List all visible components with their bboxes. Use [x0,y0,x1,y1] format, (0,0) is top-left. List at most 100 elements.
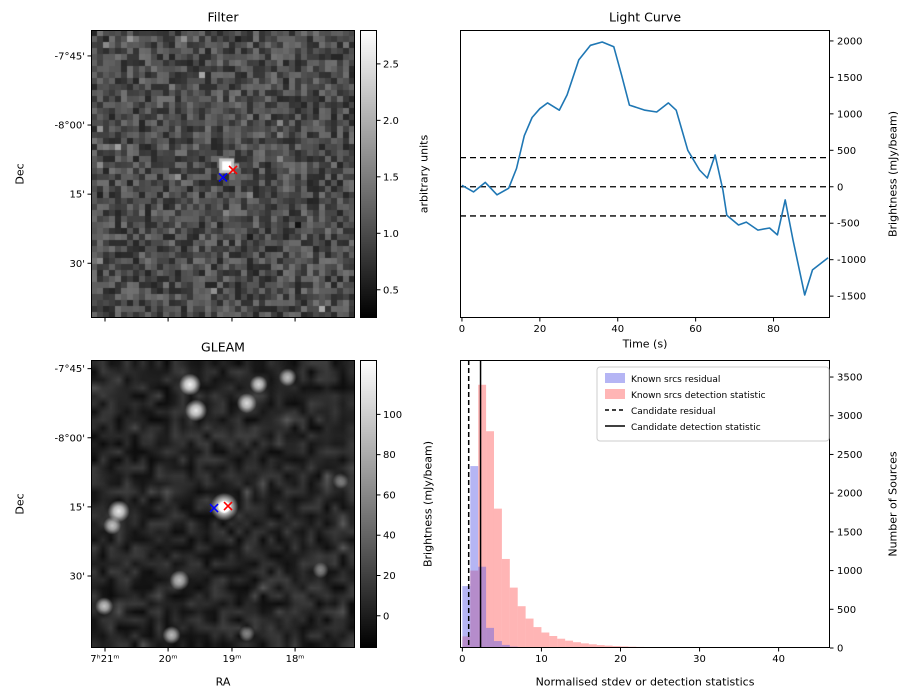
filter-colorbar-tick-label: 1.5 [383,172,399,183]
legend-box [596,366,830,442]
histogram-bar [462,636,471,648]
histogram-x-tick-label: 10 [535,654,548,665]
light-curve-xlabel: Time (s) [622,337,668,351]
histogram-bar [470,466,479,648]
light-curve-y-tick-label: 1500 [837,73,862,84]
gleam-dec-tick-label: -8°00' [55,433,85,444]
histogram-bar [683,647,692,648]
histogram-y-tick-label: 1000 [837,566,862,577]
histogram-bar [636,646,645,648]
gleam-xlabel: RA [215,675,231,689]
histogram-bar [541,632,550,648]
histogram-bar [596,645,605,648]
histogram-bar [770,647,779,648]
histogram-bar [612,646,621,648]
histogram-bar [667,647,676,648]
histogram-bar [565,640,574,648]
light-curve-y-tick-label: 1000 [837,109,862,120]
histogram-x-tick-label: 30 [693,654,706,665]
gleam-colorbar-label: Brightness (mJy/beam) [421,440,435,568]
histogram-bar [470,570,479,648]
light-curve-x-tick-label: 20 [533,324,546,335]
histogram-bar [486,627,494,648]
gleam-image [91,360,355,648]
gleam-dec-tick-label: -7°45' [55,364,85,375]
histogram-bar [691,647,700,648]
legend-swatch [605,373,625,383]
gleam-colorbar-tick-label: 0 [383,611,389,622]
histogram-bar [699,647,708,648]
histogram-bar [778,647,787,648]
histogram-bar [533,647,542,648]
gleam-ylabel: Dec [13,493,27,515]
legend-label: Known srcs detection statistic [631,391,766,401]
histogram-x-tick-label: 20 [614,654,627,665]
filter-colorbar-tick-label: 2.0 [383,116,399,127]
histogram-bar [802,647,811,648]
filter-image [91,30,355,318]
light-curve-x-tick-label: 80 [767,324,780,335]
gleam-colorbar-tick-label: 100 [383,410,402,421]
histogram-y-tick-label: 3000 [837,411,862,422]
histogram-bar [675,647,684,648]
light-curve-y-tick-label: -500 [837,219,860,230]
filter-colorbar-tick-label: 0.5 [383,285,399,296]
histogram-plot-border [460,360,830,648]
histogram-bar [509,646,518,648]
gleam-dec-tick-label: 15' [70,502,85,513]
histogram-bar [501,558,510,648]
histogram-bar [794,647,803,648]
histogram-bar [660,647,668,648]
histogram-bar [462,586,471,648]
histogram-bar [715,647,724,648]
histogram-y-tick-label: 2500 [837,450,862,461]
filter-colorbar-tick-label: 1.0 [383,229,399,240]
histogram-bar [588,644,597,648]
histogram-bar [478,384,487,648]
histogram-xlabel: Normalised stdev or detection statistics [535,675,755,689]
filter-dec-tick-label: -8°00' [55,121,85,132]
histogram-bar [517,647,526,648]
histogram-bar [486,431,494,648]
histogram-bar [478,566,487,648]
histogram-bar [493,508,502,648]
histogram-bar [580,643,589,648]
gleam-ra-tick-label: 7ʰ21ᵐ [90,654,119,665]
histogram-bar [620,646,629,648]
light-curve-y-tick-label: -1500 [837,292,866,303]
histogram-bar [652,647,661,648]
histogram-bar [628,646,637,648]
histogram-bar [810,647,819,648]
histogram-y-tick-label: 500 [837,605,856,616]
legend-label: Known srcs residual [631,375,720,385]
light-curve-line [461,41,829,296]
histogram-bar [786,647,795,648]
histogram-bar [723,647,732,648]
histogram-bar [493,641,502,648]
filter-ylabel: Dec [13,163,27,185]
histogram-bar [707,647,716,648]
gleam-colorbar-tick-label: 20 [383,571,396,582]
gleam-colorbar-tick-label: 80 [383,450,396,461]
gleam-dec-tick-label: 30' [70,572,85,583]
gleam-colorbar-tick-label: 60 [383,490,396,501]
histogram-bar [557,638,566,648]
histogram-y-tick-label: 0 [837,644,843,655]
legend-swatch [605,389,625,399]
histogram-x-tick-label: 40 [772,654,785,665]
filter-dec-tick-label: 30' [70,259,85,270]
histogram-bar [509,587,518,648]
histogram-bar [533,627,542,648]
light-curve-y-tick-label: 0 [837,182,843,193]
histogram-bar [525,647,534,648]
legend-label: Candidate residual [631,407,716,417]
histogram-x-tick-label: 0 [459,654,465,665]
filter-colorbar-tick-label: 2.5 [383,59,399,70]
filter-title: Filter [207,9,239,25]
light-curve-y-tick-label: 2000 [837,36,862,47]
histogram-bar [762,647,771,648]
histogram-ylabel: Number of Sources [886,451,900,557]
gleam-title: GLEAM [201,339,245,355]
filter-colorbar [360,30,377,318]
